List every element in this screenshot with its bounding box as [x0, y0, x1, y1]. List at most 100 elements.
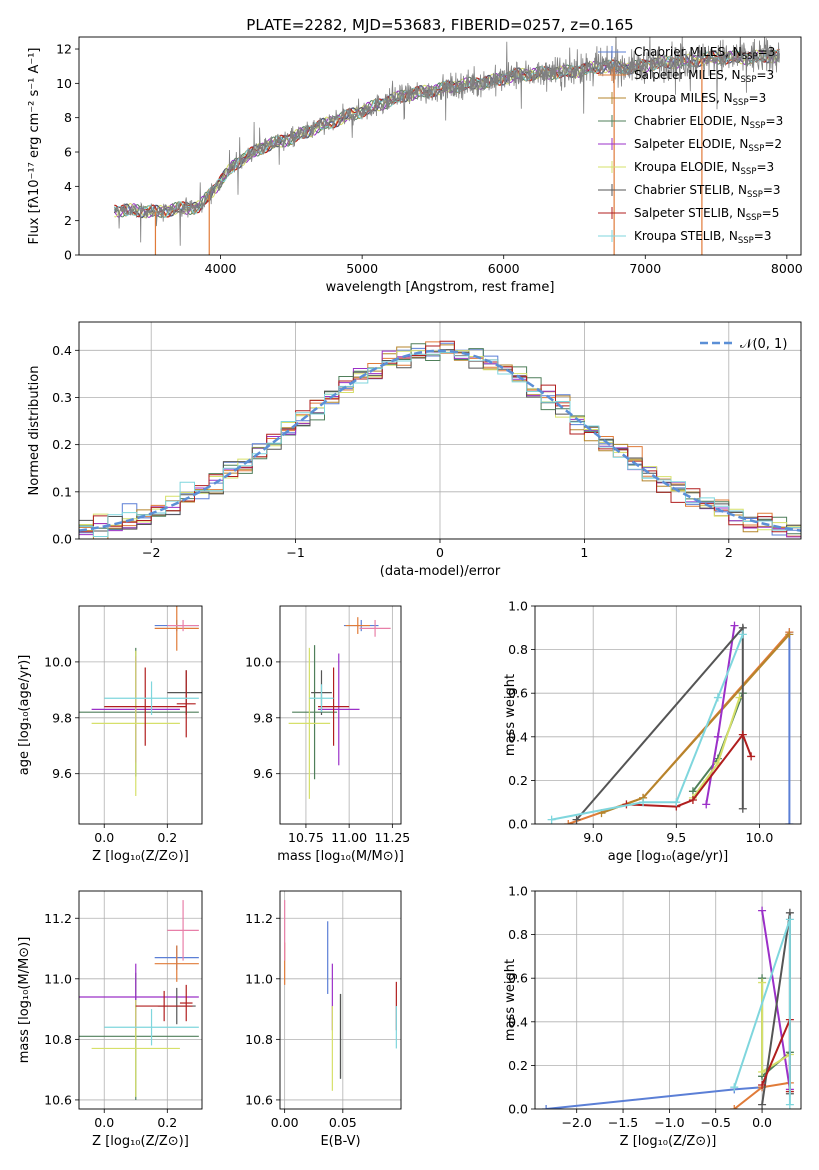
- z-age-panel: 0.0 0.2 9.6 9.8 10.0 Z [log₁₀(Z/Z⊙)] age [log₁…: [17, 605, 203, 864]
- legend-label: Chabrier STELIB, NSSP=3: [634, 183, 781, 200]
- y-tick-label: 0: [64, 248, 72, 263]
- y-tick-label: 0.2: [52, 437, 72, 452]
- weight-marker: [547, 815, 556, 824]
- y-tick-label: 11.2: [245, 911, 273, 926]
- plot-area: [535, 606, 801, 824]
- x-tick-label: −1.0: [654, 1115, 684, 1130]
- y-axis-label: Flux [fλ10⁻¹⁷ erg cm⁻² s⁻¹ A⁻¹]: [27, 48, 42, 245]
- y-tick-label: 6: [64, 145, 72, 160]
- y-tick-label: 0.8: [508, 642, 528, 657]
- legend-label: 𝒩(0, 1): [740, 337, 787, 352]
- weight-marker: [713, 732, 722, 741]
- ticks: 0.00 0.05 10.6 10.8 11.0 11.2: [245, 911, 357, 1130]
- weight-marker: [785, 915, 794, 924]
- y-axis-label: mass weight: [503, 674, 518, 756]
- weight-marker: [542, 1105, 551, 1109]
- y-tick-label: 10: [56, 76, 72, 91]
- y-tick-label: 8: [64, 110, 72, 125]
- y-tick-label: 11.2: [44, 911, 72, 926]
- x-axis-label: age [log₁₀(age/yr)]: [608, 849, 729, 864]
- y-tick-label: 9.6: [253, 766, 273, 781]
- plot-area: [113, 37, 780, 255]
- weight-marker: [730, 1083, 739, 1092]
- x-tick-label: 0.00: [271, 1115, 299, 1130]
- weight-marker: [738, 804, 747, 813]
- axes-frame: [534, 890, 802, 1110]
- weight-marker: [747, 752, 756, 761]
- y-tick-label: 10.8: [245, 1032, 273, 1047]
- y-tick-label: 1.0: [508, 884, 528, 899]
- weight-marker: [639, 798, 648, 807]
- y-tick-label: 12: [56, 42, 72, 57]
- weight-line-chabrier-miles: [545, 1086, 763, 1109]
- plot-area: [79, 322, 801, 539]
- weight-marker: [713, 693, 722, 702]
- x-tick-label: 9.0: [583, 830, 603, 845]
- ticks: 0.0 0.2 9.6 9.8 10.0: [44, 654, 177, 845]
- weight-marker: [730, 621, 739, 630]
- axes-frame: [78, 605, 203, 825]
- ebv-mass-panel: 0.00 0.05 10.6 10.8 11.0 11.2 E(B-V): [245, 890, 402, 1149]
- y-axis-label: Normed distribution: [27, 366, 42, 496]
- x-tick-label: 10.0: [746, 830, 774, 845]
- x-tick-label: 9.5: [666, 830, 686, 845]
- axes-frame: [279, 605, 402, 825]
- x-axis-label: mass [log₁₀(M/M⊙)]: [277, 849, 404, 864]
- residual-hist-kroupa-stelib: [79, 352, 801, 537]
- x-tick-label: 0.0: [94, 1115, 114, 1130]
- weight-marker: [785, 1100, 794, 1109]
- x-axis-label: wavelength [Angstrom, rest frame]: [326, 280, 555, 295]
- weight-marker: [738, 730, 747, 739]
- weight-marker: [730, 1105, 739, 1109]
- axes-frame: [78, 36, 802, 256]
- x-tick-label: −2.0: [562, 1115, 592, 1130]
- spectrum-title: PLATE=2282, MJD=53683, FIBERID=0257, z=0…: [246, 16, 633, 34]
- y-tick-label: 10.0: [44, 654, 72, 669]
- y-axis-label: age [log₁₀(age/yr)]: [17, 655, 32, 776]
- y-tick-label: 0.4: [508, 1014, 528, 1029]
- x-tick-label: 4000: [205, 261, 237, 276]
- weight-marker: [688, 796, 697, 805]
- legend-label: Salpeter STELIB, NSSP=5: [634, 206, 779, 223]
- x-axis-label: E(B-V): [320, 1134, 360, 1149]
- x-tick-label: 6000: [488, 261, 520, 276]
- ticks: −2.0 −1.5 −1.0 −0.5 0.0 0.0 0.2 0.4 0.6 0.8 1.0: [508, 884, 772, 1131]
- normal-curve-line: [79, 349, 801, 532]
- legend-label: Kroupa STELIB, NSSP=3: [634, 229, 772, 246]
- legend-label: Salpeter ELODIE, NSSP=2: [634, 137, 782, 154]
- x-tick-label: 0.2: [157, 830, 177, 845]
- ticks: −2 −1 0 1 2 0.0 0.1 0.2 0.3 0.4: [52, 343, 733, 560]
- weight-marker: [758, 906, 767, 915]
- x-tick-label: −2: [142, 545, 160, 560]
- y-tick-label: 0.6: [508, 971, 528, 986]
- weight-line-chabrier-stelib: [575, 625, 744, 821]
- axes-frame: [78, 321, 802, 540]
- weight-marker: [758, 1100, 767, 1109]
- x-tick-label: 0.0: [94, 830, 114, 845]
- weight-marker: [672, 798, 681, 807]
- plot-area: [280, 606, 401, 824]
- weight-line-salpeter-elodie: [761, 910, 791, 1090]
- x-axis-label: (data-model)/error: [380, 564, 501, 579]
- x-tick-label: 11.00: [331, 830, 367, 845]
- y-tick-label: 10.6: [44, 1092, 72, 1107]
- weight-marker: [785, 820, 794, 824]
- weight-line-kroupa-miles: [601, 633, 791, 815]
- x-tick-label: 7000: [629, 261, 661, 276]
- ticks: 10.75 11.00 11.25 9.6 9.8 10.0: [245, 654, 410, 845]
- axes-frame: [534, 605, 802, 825]
- y-tick-label: 0.2: [508, 773, 528, 788]
- y-tick-label: 10.6: [245, 1092, 273, 1107]
- x-tick-label: 0.05: [329, 1115, 357, 1130]
- y-axis-label: mass weight: [503, 959, 518, 1041]
- y-tick-label: 11.0: [44, 971, 72, 986]
- x-tick-label: 0.0: [752, 1115, 772, 1130]
- weight-marker: [758, 1067, 767, 1076]
- z-mass-panel: 0.0 0.2 10.6 10.8 11.0 11.2 Z [log₁₀(Z/Z⊙)] mas…: [17, 890, 203, 1149]
- age-weight-panel: 9.0 9.5 10.0 0.0 0.2 0.4 0.6 0.8 1.0 age [log₁₀(a…: [503, 599, 802, 864]
- y-tick-label: 9.8: [253, 710, 273, 725]
- ticks: 0.0 0.2 10.6 10.8 11.0 11.2: [44, 911, 177, 1130]
- ticks: 9.0 9.5 10.0 0.0 0.2 0.4 0.6 0.8 1.0: [508, 599, 773, 846]
- y-tick-label: 0.4: [52, 343, 72, 358]
